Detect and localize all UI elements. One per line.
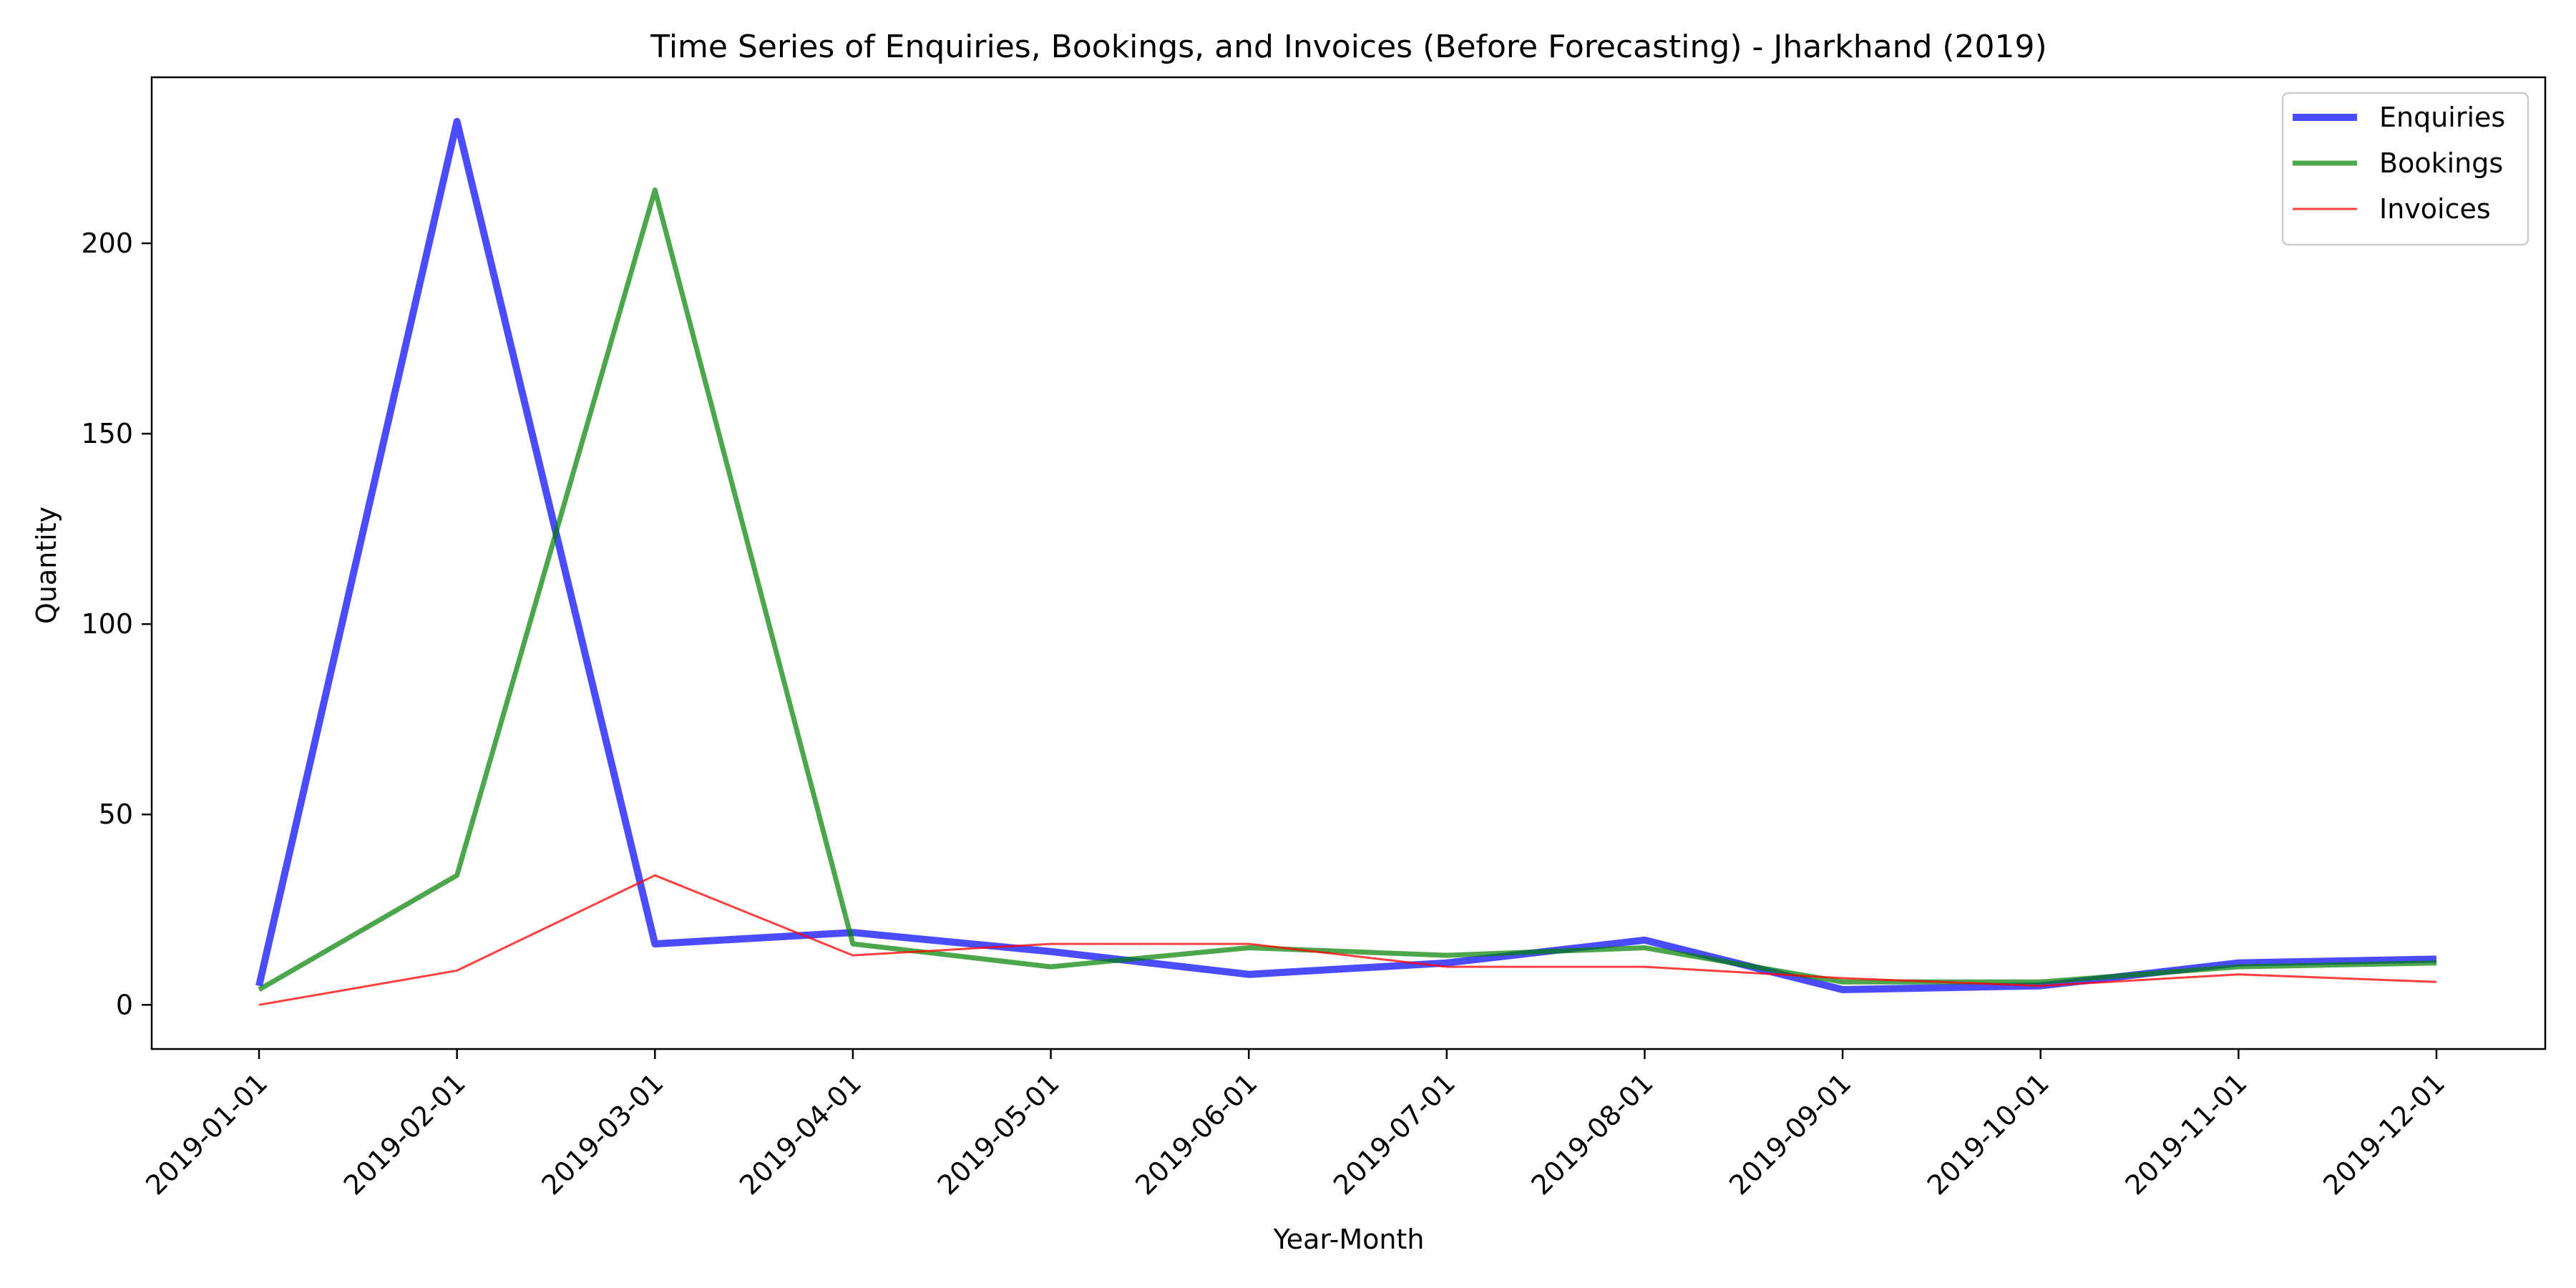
y-tick-label: 50 — [99, 799, 133, 830]
series-line-enquiries — [255, 117, 2437, 993]
plot-frame — [150, 76, 2547, 1050]
y-axis-label: Quantity — [31, 507, 62, 624]
y-tick-label: 100 — [81, 608, 133, 640]
y-tick-label: 150 — [81, 418, 133, 449]
series-line-bookings — [258, 187, 2437, 992]
y-tick-label: 200 — [81, 228, 133, 259]
legend: Enquiries Bookings Invoices — [2281, 92, 2529, 246]
series-line-invoices — [258, 874, 2437, 1006]
legend-label-enquiries: Enquiries — [2379, 102, 2505, 133]
legend-box — [2281, 92, 2529, 246]
legend-label-bookings: Bookings — [2379, 147, 2503, 179]
legend-label-invoices: Invoices — [2379, 193, 2491, 225]
x-axis-label: Year-Month — [1273, 1224, 1425, 1255]
chart-title: Time Series of Enquiries, Bookings, and … — [650, 29, 2046, 65]
y-tick-label: 0 — [116, 989, 133, 1020]
